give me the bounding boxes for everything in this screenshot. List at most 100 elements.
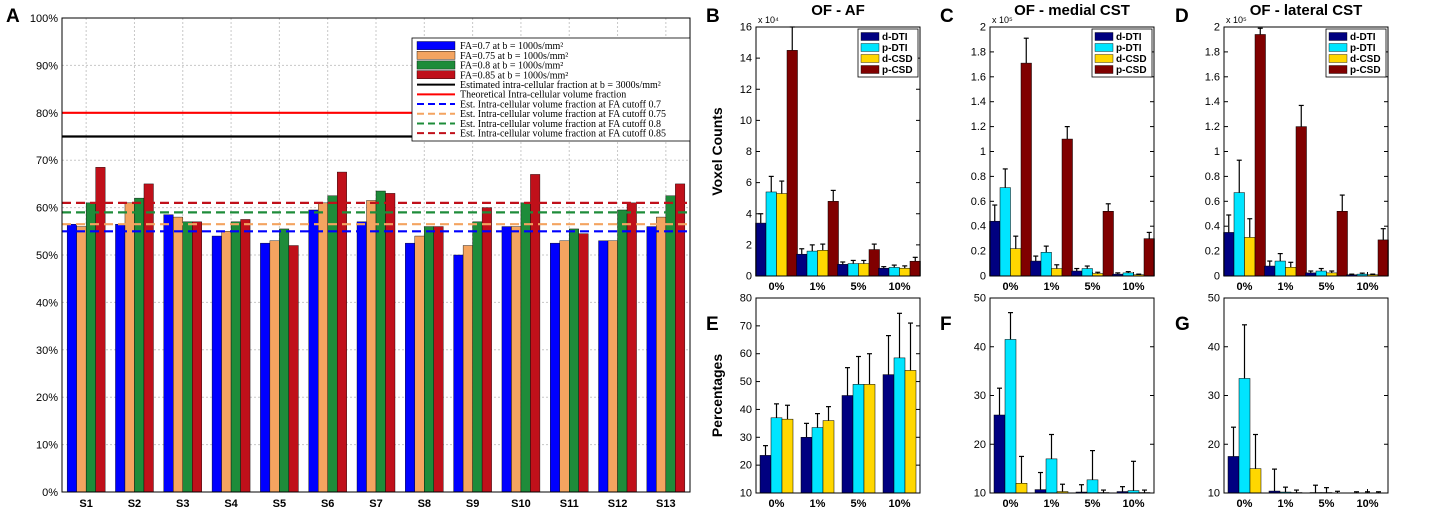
- bar: [607, 240, 618, 493]
- legend-label: p-DTI: [1116, 43, 1142, 54]
- chart-title: OF - lateral CST: [1250, 2, 1363, 19]
- y-tick-label: 40%: [36, 297, 58, 309]
- y-tick-label: 12: [740, 84, 752, 96]
- bar: [405, 242, 416, 493]
- y-tick-label: 30: [974, 390, 986, 402]
- bar: [989, 220, 1001, 277]
- bar: [626, 202, 637, 493]
- x-tick-label: 5%: [1319, 498, 1335, 510]
- bar: [308, 209, 319, 493]
- x-tick-label: S7: [369, 498, 382, 510]
- x-tick-label: 10%: [1356, 281, 1378, 293]
- bar: [1244, 237, 1256, 277]
- bar: [1254, 34, 1266, 277]
- bar: [1285, 267, 1297, 277]
- y-tick-label: 0.4: [971, 221, 986, 233]
- bar: [211, 235, 222, 493]
- x-tick-label: 0%: [1003, 281, 1019, 293]
- chart-f: 10 20 30 40 50 0% 1% 5% 10%: [974, 293, 1155, 510]
- bar: [1233, 192, 1245, 277]
- legend-swatch: [1094, 43, 1114, 52]
- y-tick-label: 1.6: [971, 71, 986, 83]
- y-tick-label: 30: [740, 432, 752, 444]
- plot-frame: [755, 26, 921, 277]
- y-tick-label: 80: [740, 293, 752, 305]
- bar: [1315, 270, 1327, 277]
- bar: [462, 245, 473, 493]
- x-tick-label: 0%: [769, 281, 785, 293]
- bar: [1040, 252, 1052, 277]
- axis-exponent: x 10⁴: [758, 15, 779, 25]
- bar: [806, 250, 818, 277]
- bar: [66, 223, 77, 493]
- bar: [800, 437, 813, 494]
- y-tick-label: 10: [974, 488, 986, 500]
- bar: [1061, 138, 1073, 277]
- x-tick-label: 5%: [1319, 281, 1335, 293]
- y-tick-label: 10%: [36, 440, 58, 452]
- bar: [530, 174, 541, 493]
- bar: [1295, 126, 1307, 277]
- charts-layer: 0%10%20%30%40%50%60%70%80%90%100%S1 S2 S3 S…: [30, 2, 1389, 510]
- legend-label: Est. Intra-cellular volume fraction at F…: [460, 129, 666, 140]
- bar: [1030, 260, 1042, 277]
- x-tick-label: 5%: [1085, 498, 1101, 510]
- x-tick-label: 0%: [769, 498, 785, 510]
- bar: [1010, 248, 1022, 277]
- legend-label: Est. Intra-cellular volume fraction at F…: [460, 119, 661, 130]
- x-tick-label: S3: [176, 498, 189, 510]
- legend-swatch: [416, 70, 456, 79]
- legend-label: p-CSD: [1116, 65, 1147, 76]
- bar: [858, 263, 870, 277]
- bar: [1238, 378, 1251, 494]
- bar: [424, 226, 435, 493]
- bar: [260, 242, 271, 493]
- x-tick-label: S5: [273, 498, 286, 510]
- bar: [182, 221, 193, 493]
- y-tick-label: 0.2: [1205, 246, 1220, 258]
- legend-label: d-CSD: [1350, 54, 1381, 65]
- y-tick-label: 1.8: [1205, 46, 1220, 58]
- bar: [770, 417, 783, 494]
- y-tick-label: 90%: [36, 60, 58, 72]
- bar: [559, 240, 570, 493]
- x-tick-label: 1%: [1044, 281, 1060, 293]
- bar: [124, 202, 135, 493]
- chart-title: OF - medial CST: [1014, 2, 1130, 19]
- y-tick-label: 50: [974, 293, 986, 305]
- bar: [327, 195, 338, 493]
- y-tick-label: 1.2: [971, 121, 986, 133]
- y-tick-label: 80%: [36, 108, 58, 120]
- legend-label: FA=0.75 at b = 1000s/mm²: [460, 51, 568, 62]
- y-tick-label: 100%: [30, 13, 58, 25]
- chart-a: 0% 10% 20% 30% 40% 50% 60% 70% 80% 90% 100% S1 S2 S3 S…: [30, 13, 691, 510]
- legend-label: FA=0.7 at b = 1000s/mm²: [460, 41, 563, 52]
- bar: [776, 193, 788, 277]
- y-tick-label: 2: [980, 22, 986, 34]
- y-tick-label: 14: [740, 53, 752, 65]
- legend-label: Est. Intra-cellular volume fraction at F…: [460, 109, 666, 120]
- y-tick-label: 1: [980, 146, 986, 158]
- bar: [837, 264, 849, 277]
- bar: [356, 221, 367, 493]
- bar: [822, 420, 835, 494]
- legend-swatch: [860, 43, 880, 52]
- bar: [578, 233, 589, 493]
- bar: [1071, 270, 1083, 277]
- bar: [755, 222, 767, 277]
- y-tick-label: 70%: [36, 155, 58, 167]
- y-tick-label: 20: [974, 439, 986, 451]
- axis-exponent: x 10⁵: [992, 15, 1013, 25]
- bar: [269, 240, 280, 493]
- legend-label: Theoretical Intra-cellular volume fracti…: [460, 90, 626, 101]
- y-tick-label: 1.2: [1205, 121, 1220, 133]
- x-tick-label: 10%: [1356, 498, 1378, 510]
- legend-label: p-CSD: [882, 65, 913, 76]
- bar: [904, 370, 917, 494]
- bar: [550, 242, 560, 493]
- plot-frame: [989, 26, 1155, 277]
- y-tick-label: 2: [1214, 22, 1220, 34]
- y-tick-label: 40: [740, 404, 752, 416]
- x-tick-label: 10%: [888, 281, 910, 293]
- bar: [520, 202, 531, 493]
